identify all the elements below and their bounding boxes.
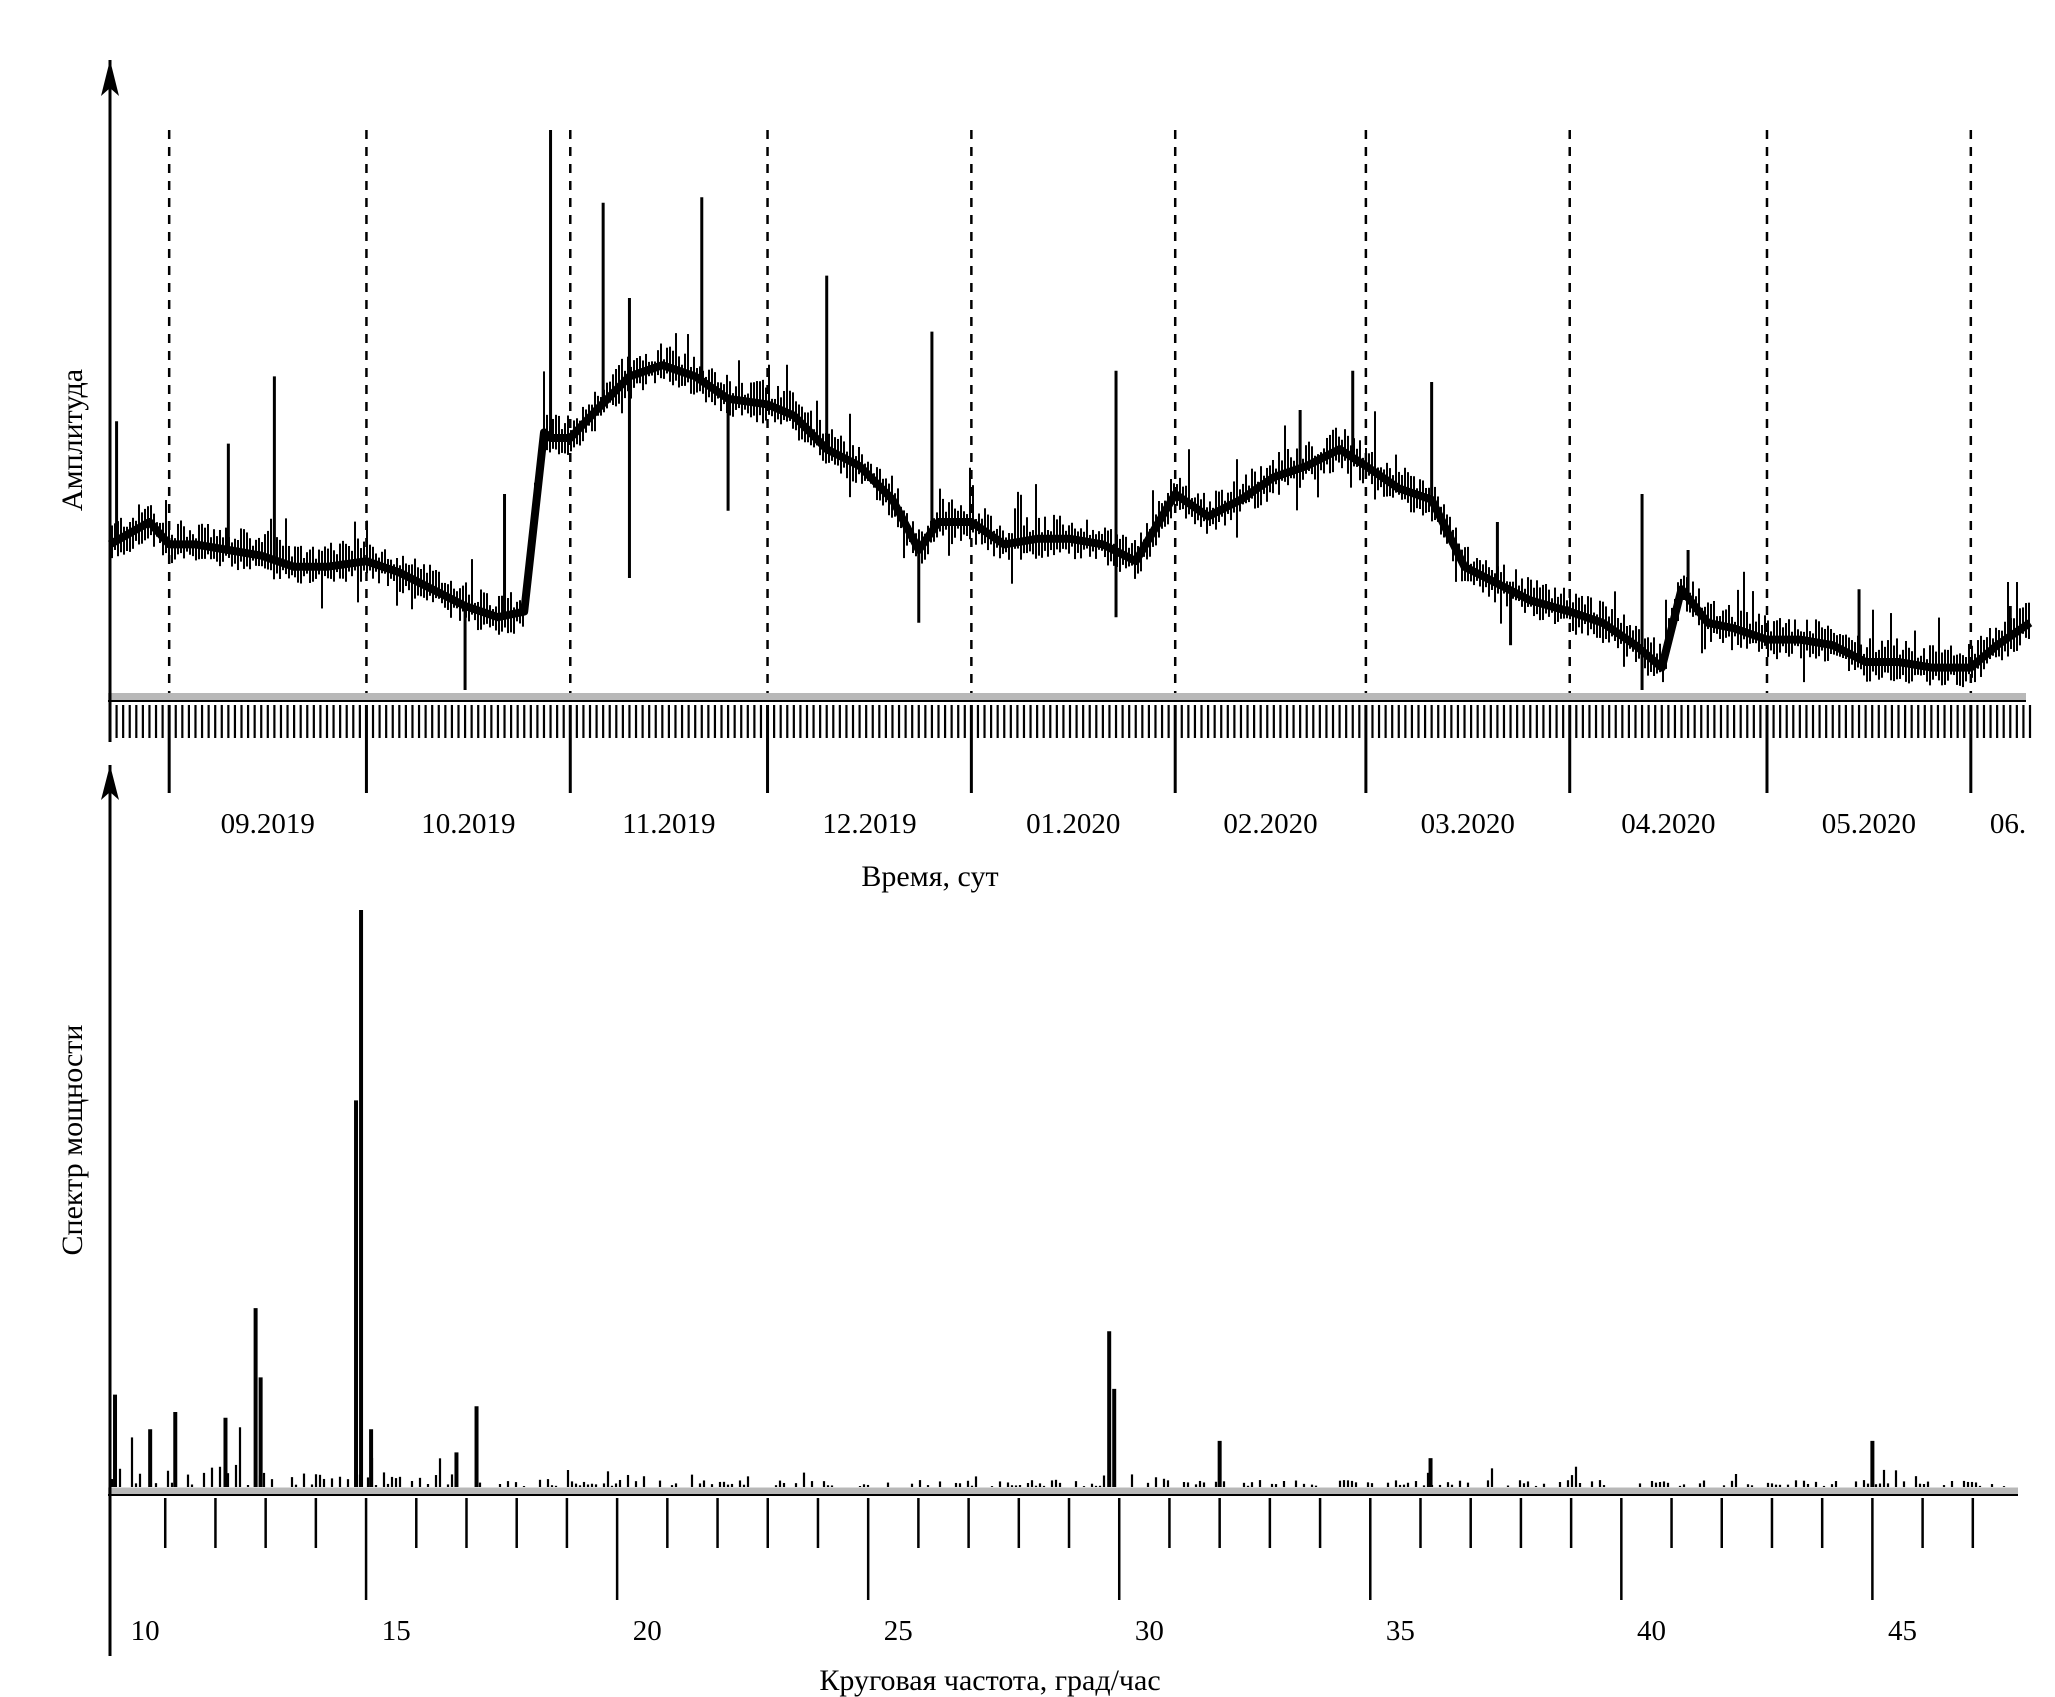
month-label: 05.2020 xyxy=(1822,808,1916,840)
spectrum-x-label: Круговая частота, град/час xyxy=(819,1664,1160,1697)
frequency-tick-marks xyxy=(163,1498,1975,1600)
amplitude-y-label: Амплитуда xyxy=(56,369,89,511)
month-tick-labels: 09.2019 10.2019 11.2019 12.2019 01.2020 02.20… xyxy=(221,808,2026,840)
month-label: 04.2020 xyxy=(1621,808,1715,840)
amplitude-y-axis-arrow xyxy=(101,60,119,96)
daily-tick-marks xyxy=(108,705,2032,738)
amplitude-spikes xyxy=(115,130,2012,690)
month-label: 10.2019 xyxy=(421,808,515,840)
amplitude-series-line xyxy=(108,361,2033,672)
amplitude-chart: 09.2019 10.2019 11.2019 12.2019 01.2020 02.20… xyxy=(56,60,2033,893)
frequency-label: 20 xyxy=(633,1615,662,1647)
amplitude-x-label: Время, сут xyxy=(861,860,998,893)
frequency-label: 35 xyxy=(1386,1615,1415,1647)
frequency-label: 40 xyxy=(1637,1615,1666,1647)
spectrum-noise-bars xyxy=(110,1427,2006,1487)
power-spectrum-chart: 10 15 20 25 30 35 40 45 Круговая частота, град/… xyxy=(56,765,2018,1697)
month-label: 12.2019 xyxy=(822,808,916,840)
spectrum-peaks xyxy=(113,910,1875,1487)
frequency-label: 10 xyxy=(131,1615,160,1647)
month-label: 11.2019 xyxy=(622,808,715,840)
month-label: 09.2019 xyxy=(221,808,315,840)
month-label: 01.2020 xyxy=(1026,808,1120,840)
month-label: 02.2020 xyxy=(1223,808,1317,840)
month-label: 06. xyxy=(1990,808,2026,840)
month-label: 03.2020 xyxy=(1421,808,1515,840)
frequency-label: 30 xyxy=(1135,1615,1164,1647)
spectrum-y-axis-arrow xyxy=(101,765,119,800)
month-tick-marks xyxy=(167,705,1973,793)
frequency-tick-labels: 10 15 20 25 30 35 40 45 xyxy=(131,1615,1917,1647)
month-boundary-grid xyxy=(167,130,1973,693)
frequency-label: 15 xyxy=(382,1615,411,1647)
frequency-label: 25 xyxy=(884,1615,913,1647)
spectrum-y-label: Спектр мощности xyxy=(56,1025,89,1256)
frequency-label: 45 xyxy=(1888,1615,1917,1647)
